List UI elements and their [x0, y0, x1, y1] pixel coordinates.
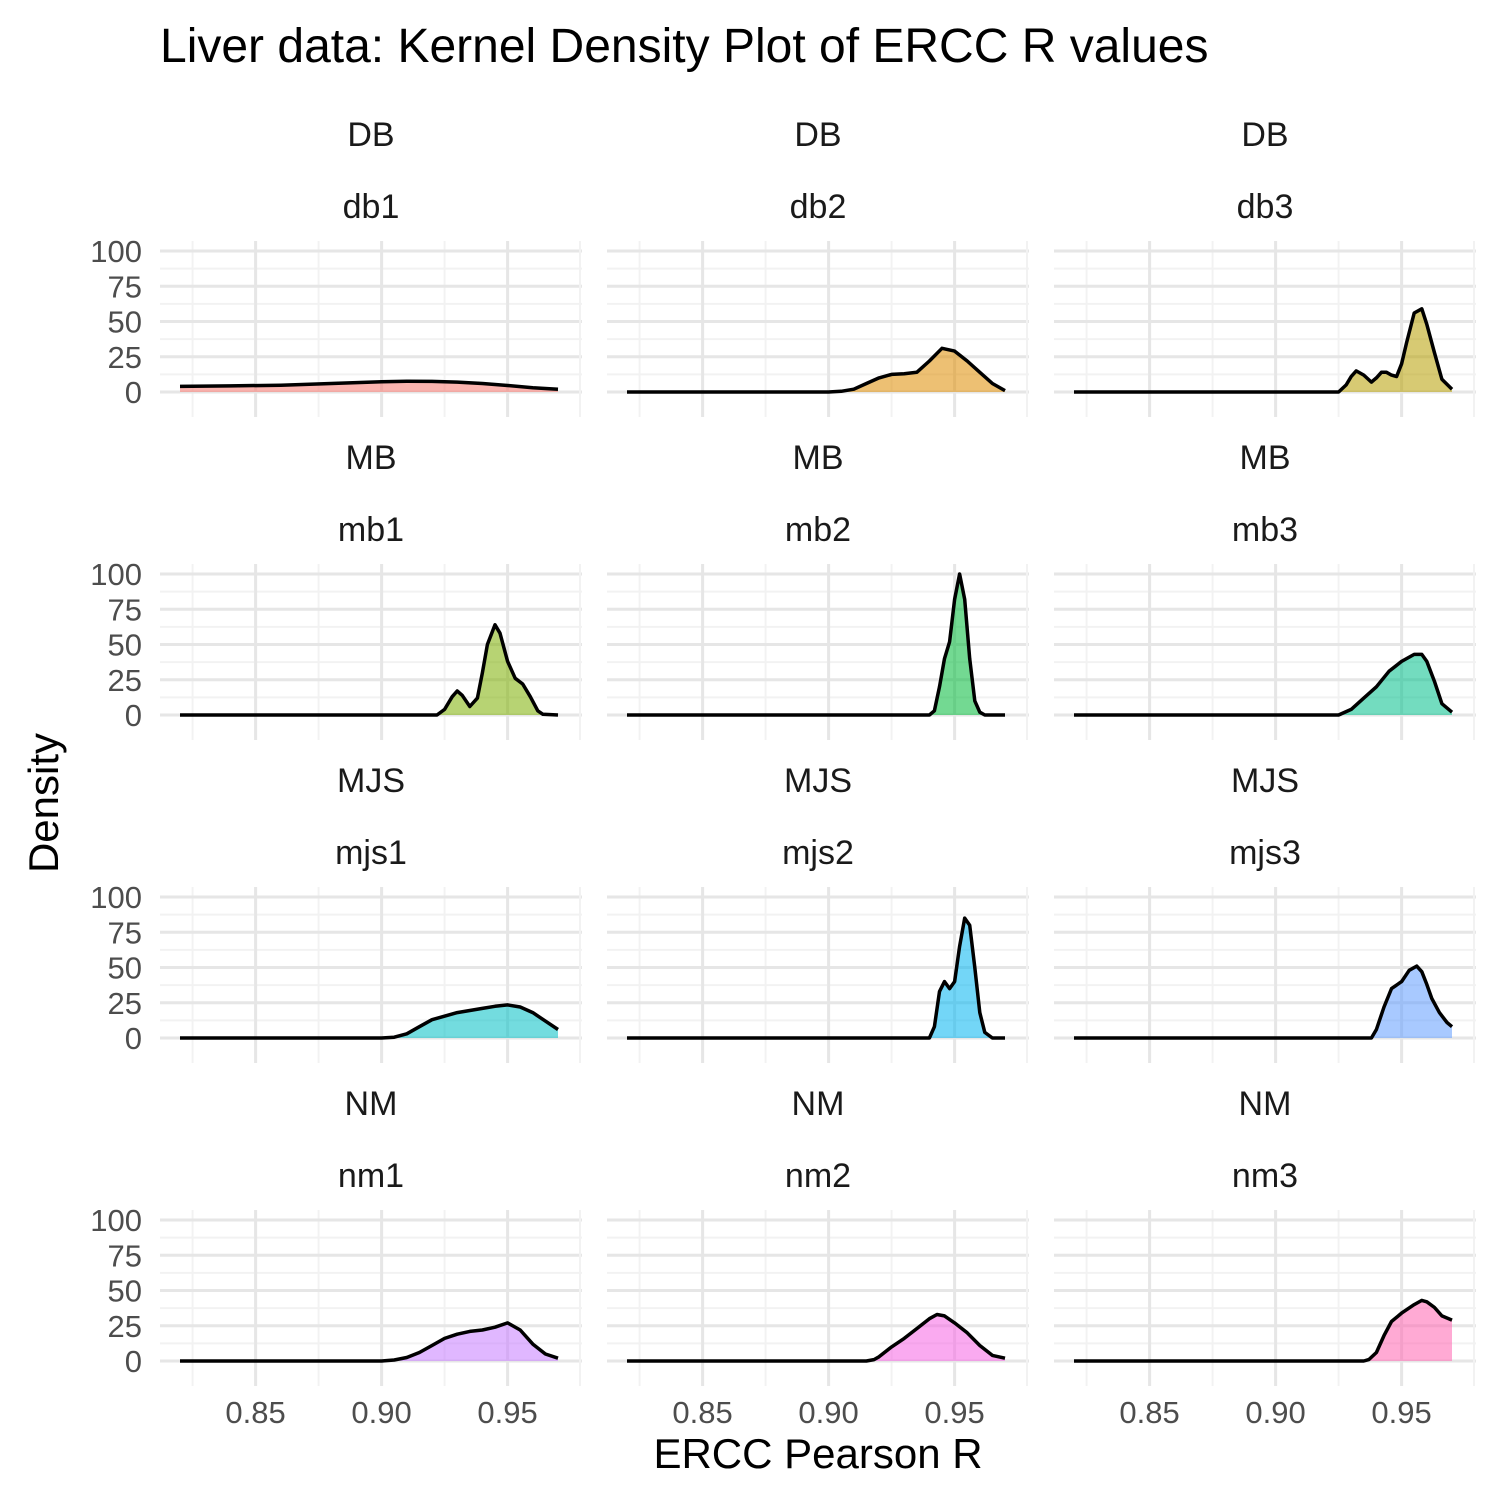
strip-label-sample: db2	[790, 188, 847, 226]
strip-label-sample: mb3	[1232, 511, 1298, 549]
strip-label-sample: mjs3	[1229, 834, 1301, 872]
x-tick-label: 0.90	[798, 1395, 858, 1430]
density-line-mjs2	[627, 916, 1005, 1040]
density-line-mjs1	[180, 1003, 559, 1040]
facet-panel-nm3: NM nm3 0.85 0.90 0.95	[1054, 1085, 1476, 1430]
density-area-mjs3	[1074, 966, 1452, 1038]
facet-panel-db3: DB db3	[1054, 116, 1476, 417]
y-tick-label: 100	[90, 1203, 142, 1238]
y-axis-label: Density	[20, 733, 67, 873]
strip-label-group: DB	[347, 116, 394, 154]
density-line-db3	[1074, 307, 1454, 394]
strip-label-group: MB	[793, 439, 844, 477]
density-line-nm1	[180, 1321, 559, 1363]
y-tick-label: 0	[125, 698, 142, 733]
chart-title: Liver data: Kernel Density Plot of ERCC …	[160, 20, 1208, 73]
y-tick-label: 25	[108, 986, 142, 1021]
strip-label-group: NM	[792, 1085, 845, 1123]
x-tick-label: 0.90	[1245, 1395, 1305, 1430]
y-tick-label: 50	[108, 628, 142, 663]
x-tick-label: 0.85	[225, 1395, 285, 1430]
y-tick-label: 25	[108, 1309, 142, 1344]
density-area-nm3	[1074, 1300, 1452, 1361]
facet-panel-mjs2: MJS mjs2	[607, 762, 1029, 1063]
density-line-mb1	[180, 623, 559, 717]
y-tick-label: 75	[108, 592, 142, 627]
strip-label-group: MB	[1240, 439, 1291, 477]
strip-label-sample: mjs1	[335, 834, 407, 872]
y-tick-label: 25	[108, 663, 142, 698]
y-tick-label: 75	[108, 1238, 142, 1273]
strip-label-group: MB	[346, 439, 397, 477]
density-area-mb3	[1074, 654, 1452, 715]
density-line-nm2	[627, 1312, 1006, 1363]
strip-label-sample: nm2	[785, 1157, 851, 1195]
x-tick-label: 0.85	[672, 1395, 732, 1430]
density-area-mjs2	[627, 918, 1005, 1038]
y-tick-label: 75	[108, 269, 142, 304]
x-tick-label: 0.95	[1371, 1395, 1431, 1430]
x-tick-label: 0.95	[477, 1395, 537, 1430]
density-line-db2	[627, 346, 1006, 394]
x-axis-label: ERCC Pearson R	[653, 1430, 982, 1477]
strip-label-group: MJS	[337, 762, 405, 800]
density-area-mb1	[180, 624, 558, 715]
y-tick-label: 50	[108, 951, 142, 986]
facet-panel-nm2: NM nm2 0.85 0.90 0.95	[607, 1085, 1029, 1430]
density-area-db2	[627, 348, 1005, 392]
strip-label-group: DB	[794, 116, 841, 154]
y-tick-label: 100	[90, 880, 142, 915]
strip-label-sample: mjs2	[782, 834, 854, 872]
density-area-nm1	[180, 1322, 558, 1361]
strip-label-group: NM	[1239, 1085, 1292, 1123]
strip-label-sample: mb2	[785, 511, 851, 549]
density-area-mjs1	[180, 1004, 558, 1038]
x-tick-label: 0.90	[351, 1395, 411, 1430]
x-tick-label: 0.95	[924, 1395, 984, 1430]
facet-panel-mjs3: MJS mjs3	[1054, 762, 1476, 1063]
strip-label-sample: nm3	[1232, 1157, 1298, 1195]
y-tick-label: 0	[125, 1021, 142, 1056]
y-tick-label: 75	[108, 915, 142, 950]
facet-panel-db2: DB db2	[607, 116, 1029, 417]
y-tick-label: 50	[108, 305, 142, 340]
density-line-nm3	[1074, 1298, 1453, 1363]
y-tick-label: 50	[108, 1274, 142, 1309]
facet-panel-mb3: MB mb3	[1054, 439, 1476, 740]
y-tick-label: 100	[90, 234, 142, 269]
strip-label-group: MJS	[1231, 762, 1299, 800]
strip-label-sample: mb1	[338, 511, 404, 549]
strip-label-group: DB	[1241, 116, 1288, 154]
strip-label-sample: db1	[343, 188, 400, 226]
density-line-mjs3	[1074, 964, 1454, 1040]
y-tick-label: 0	[125, 1344, 142, 1379]
strip-label-sample: db3	[1237, 188, 1294, 226]
density-line-db1	[179, 379, 559, 391]
y-tick-label: 25	[108, 340, 142, 375]
facet-panel-mb2: MB mb2	[607, 439, 1029, 740]
density-line-mb2	[627, 572, 1005, 717]
strip-label-group: MJS	[784, 762, 852, 800]
strip-label-group: NM	[345, 1085, 398, 1123]
y-tick-label: 0	[125, 375, 142, 410]
density-area-mb2	[627, 574, 1005, 715]
facet-panels: DBdb10255075100DBdb2DBdb3MBmb10255075100…	[90, 116, 1476, 1430]
density-line-mb3	[1074, 652, 1454, 717]
density-area-nm2	[627, 1314, 1005, 1361]
y-tick-label: 100	[90, 557, 142, 592]
strip-label-sample: nm1	[338, 1157, 404, 1195]
x-tick-label: 0.85	[1119, 1395, 1179, 1430]
